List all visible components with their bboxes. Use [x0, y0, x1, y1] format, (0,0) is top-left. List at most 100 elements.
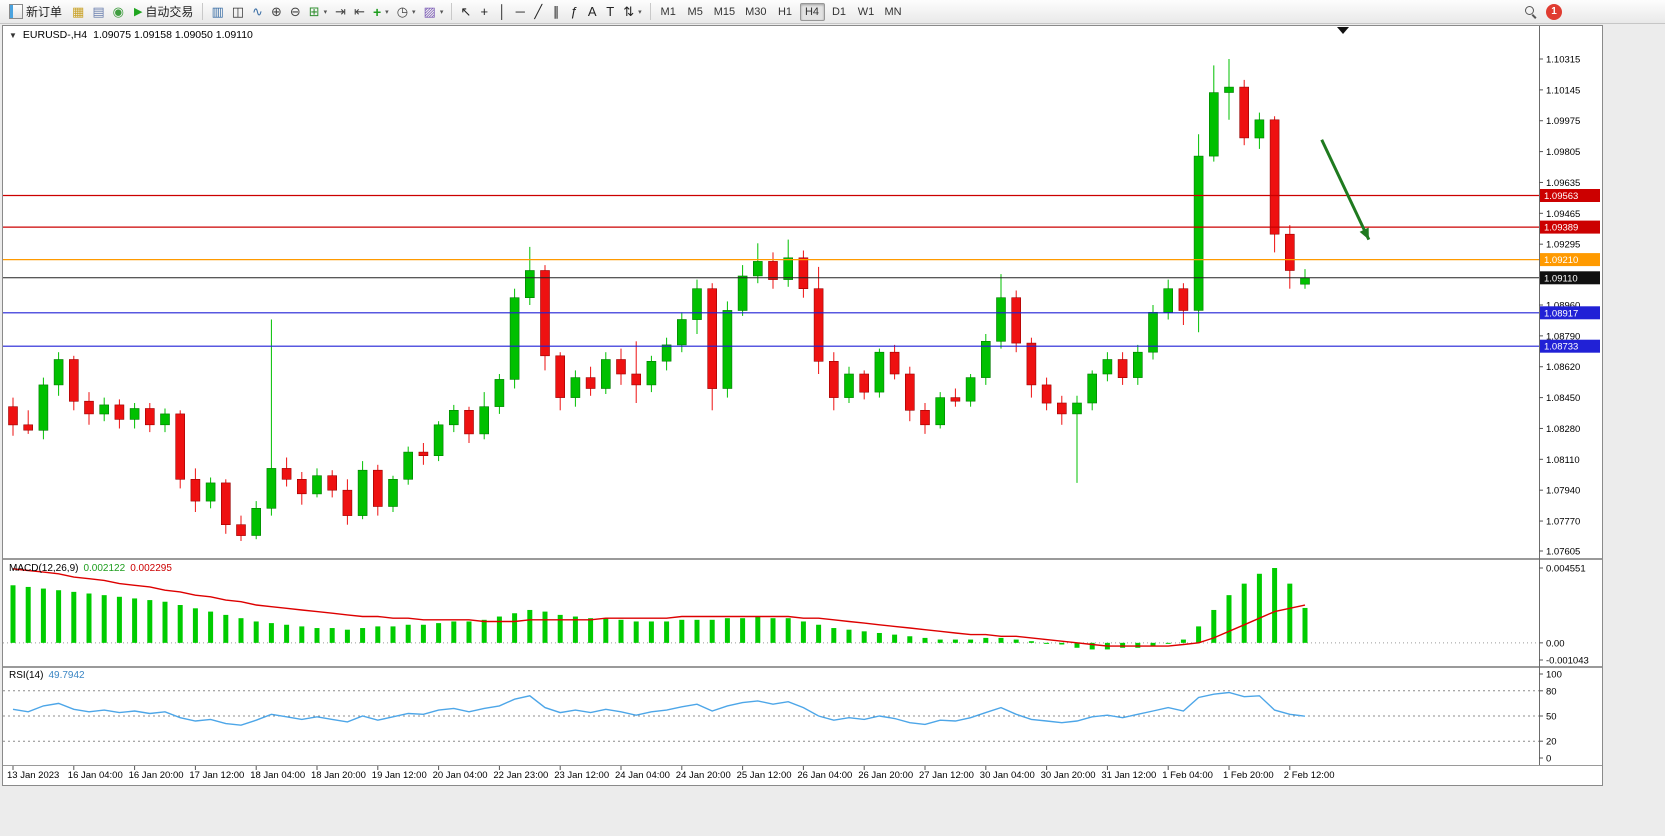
candle-body: [524, 270, 535, 299]
toolbar-separator: [649, 3, 651, 20]
macd-histogram-bar: [709, 619, 715, 643]
macd-histogram-bar: [633, 621, 639, 643]
timeframe-m5-button[interactable]: M5: [683, 3, 708, 21]
crosshair-button[interactable]: +: [475, 2, 493, 22]
dropdown-arrow-icon: ▾: [439, 8, 444, 16]
tile-windows-icon: ⊞: [308, 4, 320, 19]
candle-body: [129, 408, 140, 420]
candle-body: [418, 451, 429, 457]
label-button[interactable]: T: [601, 2, 619, 22]
timeframe-mn-button[interactable]: MN: [881, 3, 906, 21]
fibonacci-button[interactable]: ƒ: [565, 2, 583, 22]
macd-histogram-bar: [238, 618, 244, 643]
equidistant-channel-button[interactable]: ∥: [547, 2, 565, 22]
macd-histogram-bar: [740, 618, 746, 643]
timeframe-m15-button[interactable]: M15: [710, 3, 739, 21]
time-axis-label: 16 Jan 20:00: [129, 770, 184, 781]
timeframe-m30-button[interactable]: M30: [741, 3, 770, 21]
profiles-button[interactable]: ▤: [88, 2, 108, 22]
price-badge: [1540, 306, 1600, 320]
time-axis-label: 27 Jan 12:00: [919, 770, 974, 781]
timeframe-h1-button[interactable]: H1: [773, 3, 798, 21]
macd-histogram-bar: [1272, 568, 1278, 643]
horizontal-line-button[interactable]: ─: [511, 2, 529, 22]
auto-scroll-icon: ⇥: [335, 4, 347, 19]
price-badge-label: 1.09210: [1544, 255, 1578, 266]
timeframe-w1-button[interactable]: W1: [854, 3, 879, 21]
arrows-icon: ⇅: [623, 4, 635, 19]
macd-histogram-bar: [512, 613, 518, 643]
periods-button[interactable]: ◷ ▾: [393, 2, 420, 22]
macd-histogram-bar: [846, 629, 852, 643]
candle-body: [1193, 155, 1204, 311]
macd-axis-label: -0.001043: [1546, 656, 1589, 667]
macd-histogram-bar: [1150, 642, 1156, 647]
zoom-out-icon: ⊖: [289, 4, 301, 19]
macd-histogram-bar: [436, 623, 442, 643]
candle-body: [555, 355, 566, 398]
price-axis-label: 1.09295: [1546, 240, 1580, 251]
refresh-button[interactable]: ◉: [109, 2, 128, 22]
time-axis-label: 24 Jan 20:00: [676, 770, 731, 781]
candle-body: [828, 360, 839, 398]
autotrading-button[interactable]: ▶ 自动交易: [129, 2, 198, 22]
macd-histogram-bar: [679, 619, 685, 643]
new-order-button[interactable]: 新订单: [4, 2, 67, 22]
chart-icons-group: ▥ ◫ ∿ ⊕ ⊖ ⊞ ▾ ⇥ ⇤ + ▾ ◷ ▾ ▨ ▾: [207, 2, 447, 22]
time-axis-label: 13 Jan 2023: [7, 770, 59, 781]
price-axis-label: 1.08450: [1546, 393, 1580, 404]
time-axis-label: 20 Jan 04:00: [433, 770, 488, 781]
zoom-out-button[interactable]: ⊖: [286, 2, 305, 22]
macd-histogram-bar: [481, 619, 487, 643]
vertical-line-button[interactable]: │: [493, 2, 511, 22]
bar-chart-button[interactable]: ▥: [207, 2, 227, 22]
candle-body: [160, 413, 170, 426]
trendline-button[interactable]: ╱: [529, 2, 547, 22]
toolbar-separator: [202, 3, 204, 20]
line-chart-button[interactable]: ∿: [248, 2, 267, 22]
timeframe-h4-button[interactable]: H4: [799, 2, 825, 21]
macd-histogram-bar: [132, 598, 138, 643]
cursor-button[interactable]: ↖: [456, 2, 475, 22]
new-chart-button[interactable]: ▦: [68, 2, 88, 22]
text-button[interactable]: A: [583, 2, 601, 22]
macd-histogram-bar: [724, 618, 730, 643]
timeframe-m1-button[interactable]: M1: [656, 3, 681, 21]
candle-body: [996, 297, 1006, 342]
macd-histogram-bar: [1135, 642, 1141, 648]
macd-histogram-bar: [1241, 583, 1247, 643]
candle-body: [342, 489, 353, 516]
macd-histogram-bar: [755, 616, 761, 643]
zoom-in-button[interactable]: ⊕: [267, 2, 286, 22]
macd-histogram-bar: [10, 585, 16, 643]
price-axis-label: 1.10315: [1546, 55, 1580, 66]
time-axis-label: 1 Feb 20:00: [1223, 770, 1274, 781]
price-axis-label: 1.08790: [1546, 331, 1580, 342]
price-axis-label: 1.10145: [1546, 85, 1580, 96]
tile-windows-button[interactable]: ⊞ ▾: [305, 2, 331, 22]
chart-shift-button[interactable]: ⇤: [350, 2, 369, 22]
rsi-line: [12, 691, 1306, 726]
candle-body: [844, 373, 854, 398]
macd-histogram-bar: [299, 626, 305, 643]
auto-scroll-button[interactable]: ⇥: [331, 2, 350, 22]
templates-button[interactable]: ▨ ▾: [420, 2, 448, 22]
search-icon[interactable]: [1524, 5, 1537, 18]
macd-histogram-bar: [983, 637, 989, 643]
candle-body: [1239, 86, 1249, 139]
macd-histogram-bar: [618, 619, 624, 643]
cursor-icon: ↖: [460, 4, 472, 19]
timeframe-d1-button[interactable]: D1: [827, 3, 852, 21]
chart-canvas[interactable]: 1.10315 1.10145 1.09975 1.09805 1.09635 1.094…: [3, 26, 1602, 785]
candle-body: [1209, 92, 1219, 157]
indicators-button[interactable]: + ▾: [369, 2, 393, 22]
macd-histogram-bar: [344, 629, 350, 643]
trend-arrow[interactable]: [1320, 139, 1371, 241]
candle-body: [1087, 373, 1097, 404]
candlestick-chart-button[interactable]: ◫: [228, 2, 248, 22]
arrows-button[interactable]: ⇅ ▾: [619, 2, 645, 22]
notification-badge[interactable]: 1: [1546, 3, 1562, 20]
candle-body: [99, 404, 109, 415]
chart-menu-icon[interactable]: ▼: [9, 30, 17, 40]
trend-arrow-head[interactable]: [1359, 227, 1369, 240]
